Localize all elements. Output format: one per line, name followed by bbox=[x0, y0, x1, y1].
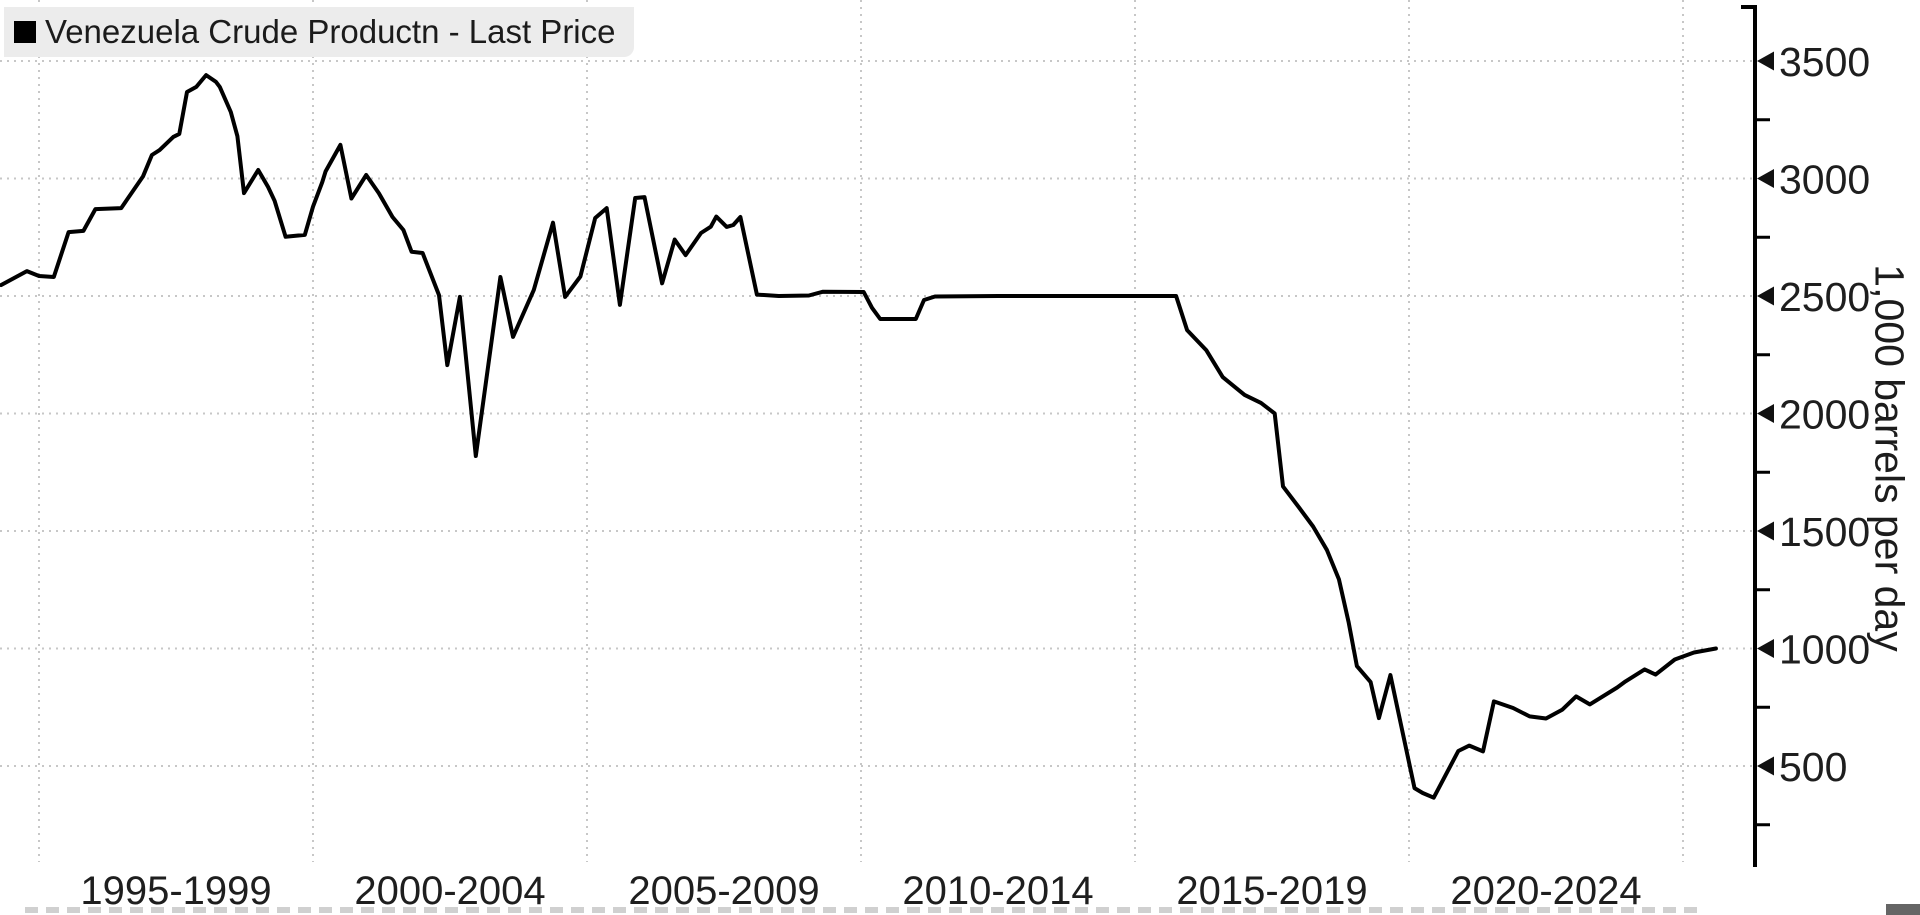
y-axis-tick-label: 1000 bbox=[1779, 627, 1870, 673]
horizontal-gridlines bbox=[0, 60, 1753, 767]
vertical-gridlines bbox=[38, 0, 1684, 862]
y-axis bbox=[1741, 5, 1757, 867]
x-axis-tick-label: 2010-2014 bbox=[902, 869, 1093, 913]
y-axis-tick-label: 1500 bbox=[1779, 509, 1870, 555]
y-axis-tick-arrow-icon bbox=[1757, 404, 1774, 423]
legend: Venezuela Crude Productn - Last Price bbox=[4, 7, 634, 57]
production-line-series bbox=[0, 73, 1718, 800]
y-axis-tick-label: 500 bbox=[1779, 744, 1847, 790]
cropped-bottom-text-remnant bbox=[25, 907, 1705, 913]
y-axis-tick-label: 3000 bbox=[1779, 157, 1870, 203]
y-axis-tick-arrow-icon bbox=[1757, 756, 1774, 776]
cropped-bottom-right-mark bbox=[1886, 904, 1920, 915]
y-axis-tick-arrow-icon bbox=[1757, 51, 1774, 71]
x-axis-tick-label: 1995-1999 bbox=[80, 869, 271, 913]
x-axis-tick-label: 2005-2009 bbox=[628, 869, 819, 913]
y-axis-tick-label: 3500 bbox=[1779, 39, 1870, 85]
y-axis-tick-arrow-icon bbox=[1757, 521, 1774, 541]
y-axis-tick-arrow-icon bbox=[1757, 169, 1774, 188]
y-axis-tick-arrow-icon bbox=[1757, 639, 1774, 658]
y-axis-tick-labels: 3500 3000 2500 2000 1500 1000 500 bbox=[1779, 39, 1870, 790]
y-axis-title: 1,000 barrels per day bbox=[1866, 264, 1913, 652]
y-axis-tick-arrow-icon bbox=[1757, 286, 1774, 306]
x-axis-tick-label: 2015-2019 bbox=[1176, 869, 1367, 913]
y-axis-tick-label: 2000 bbox=[1779, 392, 1870, 438]
x-axis-tick-label: 2020-2024 bbox=[1450, 869, 1641, 913]
legend-marker-square-icon bbox=[14, 21, 36, 43]
y-axis-tick-label: 2500 bbox=[1779, 274, 1870, 320]
x-axis-tick-labels: 1995-1999 2000-2004 2005-2009 2010-2014 2015… bbox=[80, 869, 1641, 913]
y-axis-ticks bbox=[1755, 51, 1774, 827]
legend-label: Venezuela Crude Productn - Last Price bbox=[45, 13, 616, 50]
x-axis-tick-label: 2000-2004 bbox=[354, 869, 545, 913]
